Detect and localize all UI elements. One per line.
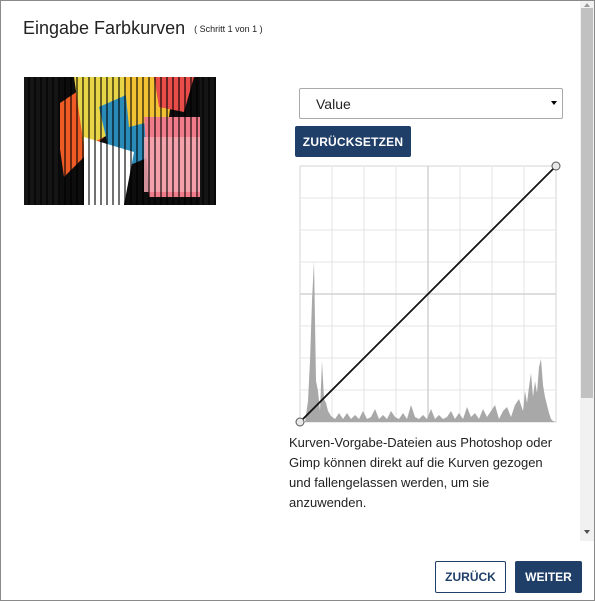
dialog-title-text: Eingabe Farbkurven — [23, 18, 186, 38]
curve-handle-black — [295, 417, 305, 427]
back-button[interactable]: ZURÜCK — [435, 561, 506, 593]
dialog-title: Eingabe Farbkurven ( Schritt 1 von 1 ) — [23, 18, 263, 39]
curve-editor[interactable] — [295, 161, 561, 427]
histogram — [300, 261, 556, 422]
channel-select-value: Value — [316, 96, 351, 112]
curve-presets-hint: Kurven-Vorgabe-Dateien aus Photoshop ode… — [289, 435, 553, 510]
scroll-up-icon[interactable] — [584, 3, 590, 7]
vertical-scrollbar[interactable] — [580, 1, 594, 541]
curve-handle-white — [551, 161, 561, 171]
reset-button[interactable]: ZURÜCKSETZEN — [295, 126, 411, 157]
scroll-down-icon[interactable] — [584, 530, 590, 534]
chevron-down-icon — [551, 101, 557, 105]
channel-select[interactable]: Value — [299, 88, 563, 119]
scrollbar-thumb[interactable] — [581, 8, 593, 398]
tone-curve — [299, 165, 557, 423]
next-button[interactable]: WEITER — [515, 561, 582, 593]
step-indicator: ( Schritt 1 von 1 ) — [194, 24, 263, 34]
image-preview — [24, 77, 216, 205]
